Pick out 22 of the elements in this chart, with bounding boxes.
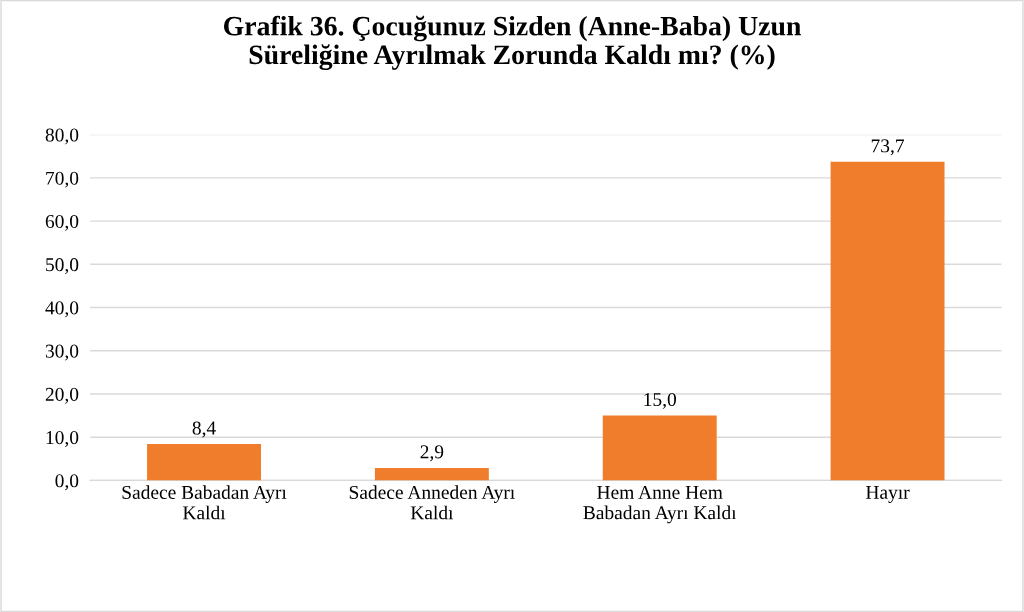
bar [147, 444, 261, 481]
data-label: 73,7 [871, 139, 905, 156]
bar [374, 467, 489, 481]
y-tick-label: 20,0 [45, 387, 79, 404]
y-tick-label: 0,0 [55, 474, 79, 491]
bar [830, 161, 945, 481]
bar [602, 415, 717, 481]
chart-title: Grafik 36. Çocuğunuz Sizden (Anne-Baba) Uzun Süreliğine Ayrılmak Zorunda Kaldı mı? (%) [223, 15, 801, 71]
y-tick-label: 80,0 [45, 128, 79, 145]
y-tick-label: 70,0 [46, 171, 79, 188]
data-label: 8,4 [192, 421, 216, 438]
data-label: 15,0 [644, 392, 676, 409]
y-tick-label: 10,0 [46, 431, 79, 447]
y-tick-label: 50,0 [46, 258, 79, 275]
data-label: 2,9 [420, 445, 444, 462]
x-tick-label: Hayır [865, 485, 910, 503]
x-tick-label: Sadece Babadan Ayrı Kaldı [122, 485, 287, 520]
y-tick-label: 40,0 [45, 301, 79, 318]
y-tick-label: 60,0 [45, 214, 79, 231]
x-tick-label: Hem Anne Hem Babadan Ayrı Kaldı [583, 485, 737, 524]
y-tick-label: 30,0 [45, 344, 79, 361]
x-tick-label: Sadece Anneden Ayrı Kaldı [349, 485, 515, 520]
